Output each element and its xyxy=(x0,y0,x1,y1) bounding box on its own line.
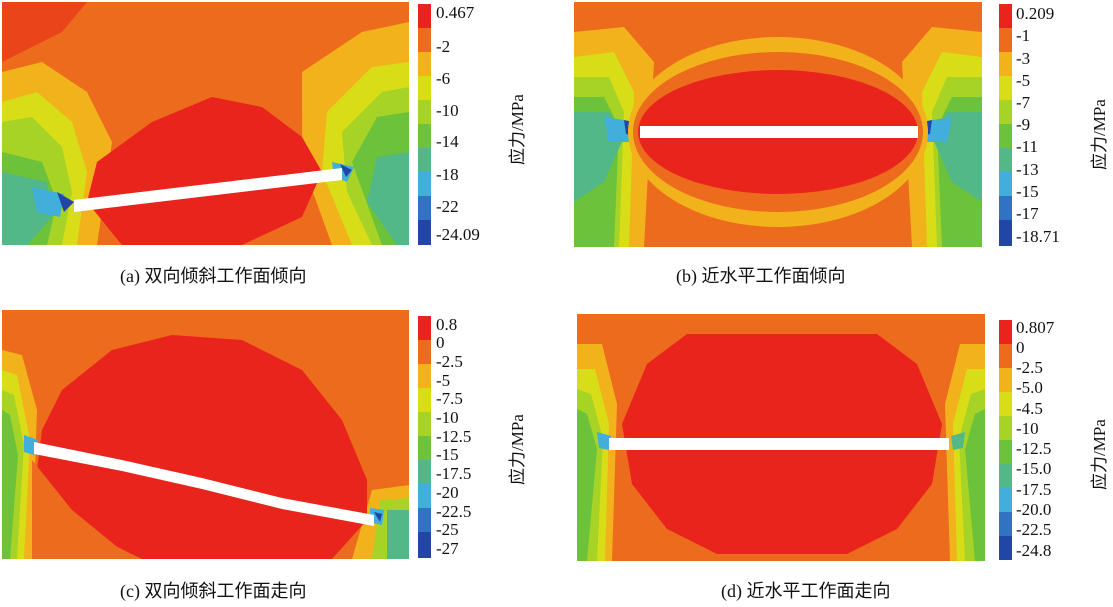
tick-label: -22.5 xyxy=(1016,520,1052,539)
tick-label: -15 xyxy=(436,445,459,464)
contour-plot-d xyxy=(577,314,985,561)
contour-plot-c xyxy=(2,310,409,559)
tick-label: -9 xyxy=(1016,115,1031,134)
tick-label: -20 xyxy=(436,483,459,502)
caption-c: (c) 双向倾斜工作面走向 xyxy=(120,581,307,601)
caption-a: (a) 双向倾斜工作面倾向 xyxy=(120,266,307,286)
color-bar-a xyxy=(418,4,431,245)
color-bar-b xyxy=(999,4,1012,246)
contour-plot-b xyxy=(574,2,982,247)
tick-label: -17.5 xyxy=(436,464,472,483)
tick-label: 0.209 xyxy=(1016,4,1055,23)
tick-label: -5 xyxy=(436,371,451,390)
tick-label: -20.0 xyxy=(1016,500,1052,519)
tick-label: -22.5 xyxy=(436,502,472,521)
contour-plot-a xyxy=(2,2,409,245)
tick-label: 0 xyxy=(436,333,445,352)
tick-label: 0.467 xyxy=(436,3,475,22)
tick-label: -2 xyxy=(436,37,451,56)
tick-label: -2.5 xyxy=(1016,358,1043,377)
caption-b: (b) 近水平工作面倾向 xyxy=(676,266,846,286)
tick-label: -25 xyxy=(436,520,459,539)
tick-label: -24.8 xyxy=(1016,541,1052,560)
tick-label: -10 xyxy=(436,408,459,427)
tick-label: -2.5 xyxy=(436,352,463,371)
tick-label: -18.71 xyxy=(1016,227,1060,246)
tick-label: -14 xyxy=(436,132,459,151)
tick-label: -12.5 xyxy=(436,427,472,446)
tick-label: -3 xyxy=(1016,49,1031,68)
color-bar-d xyxy=(999,320,1012,560)
tick-label: -18 xyxy=(436,165,459,184)
tick-label: -22 xyxy=(436,197,459,216)
tick-label: -10 xyxy=(1016,419,1039,438)
tick-label: -5 xyxy=(1016,71,1031,90)
tick-label: -10 xyxy=(436,101,459,120)
tick-label: -15 xyxy=(1016,182,1039,201)
tick-label: -6 xyxy=(436,69,451,88)
tick-label: -7 xyxy=(1016,93,1031,112)
unit-label-d: 应力/MPa xyxy=(1090,419,1109,490)
unit-label-c: 应力/MPa xyxy=(508,414,527,485)
tick-label: -12.5 xyxy=(1016,439,1052,458)
tick-label: -1 xyxy=(1016,26,1031,45)
color-bar-c xyxy=(418,316,431,558)
unit-label-a: 应力/MPa xyxy=(508,94,527,165)
tick-label: -11 xyxy=(1016,137,1039,156)
tick-label: -17 xyxy=(1016,204,1039,223)
tick-label: -17.5 xyxy=(1016,480,1052,499)
tick-label: 0.807 xyxy=(1016,318,1055,337)
caption-d: (d) 近水平工作面走向 xyxy=(721,581,891,601)
tick-label: -24.09 xyxy=(436,225,480,244)
tick-label: -27 xyxy=(436,539,459,558)
unit-label-b: 应力/MPa xyxy=(1090,99,1109,170)
tick-label: 0 xyxy=(1016,338,1025,357)
tick-label: 0.8 xyxy=(436,315,458,334)
tick-label: -4.5 xyxy=(1016,399,1043,418)
tick-label: -5.0 xyxy=(1016,378,1043,397)
tick-label: -13 xyxy=(1016,160,1039,179)
tick-label: -15.0 xyxy=(1016,459,1052,478)
tick-label: -7.5 xyxy=(436,389,463,408)
